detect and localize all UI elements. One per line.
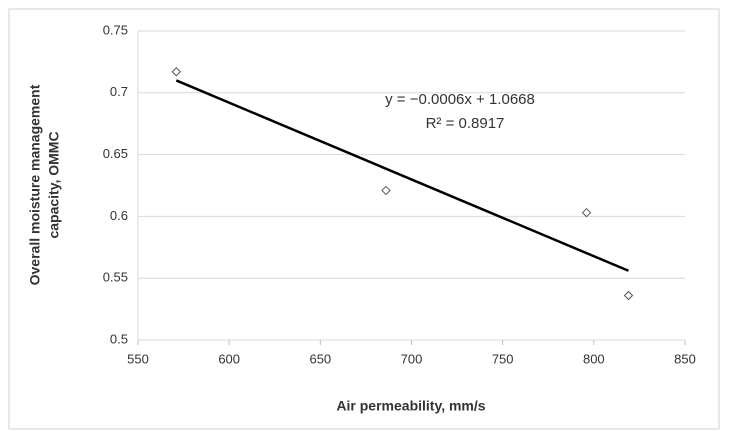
data-point <box>171 67 181 77</box>
x-tick-label: 750 <box>492 351 514 366</box>
trendline-equation: y = −0.0006x + 1.0668 <box>385 91 535 108</box>
y-tick-label: 0.6 <box>110 208 128 223</box>
x-tick-label: 850 <box>674 351 696 366</box>
y-tick-label: 0.55 <box>103 270 128 285</box>
y-tick-label: 0.5 <box>110 331 128 346</box>
y-tick-label: 0.7 <box>110 84 128 99</box>
trendline <box>175 79 629 272</box>
x-tick-label: 800 <box>583 351 605 366</box>
r-squared: R² = 0.8917 <box>426 115 505 132</box>
data-point <box>581 207 592 218</box>
chart-border <box>8 8 720 430</box>
y-tick-label: 0.75 <box>103 22 128 37</box>
y-axis-title: capacity, OMMC <box>46 131 62 238</box>
y-axis-title: Overall moisture management <box>27 84 43 285</box>
data-point <box>381 185 391 196</box>
x-tick-label: 650 <box>309 351 331 366</box>
x-tick-label: 700 <box>401 351 423 366</box>
x-axis-title: Air permeability, mm/s <box>336 398 485 414</box>
x-tick-label: 600 <box>218 351 240 366</box>
y-tick-label: 0.65 <box>103 146 128 161</box>
x-tick-label: 550 <box>127 351 149 366</box>
data-point <box>623 290 634 301</box>
